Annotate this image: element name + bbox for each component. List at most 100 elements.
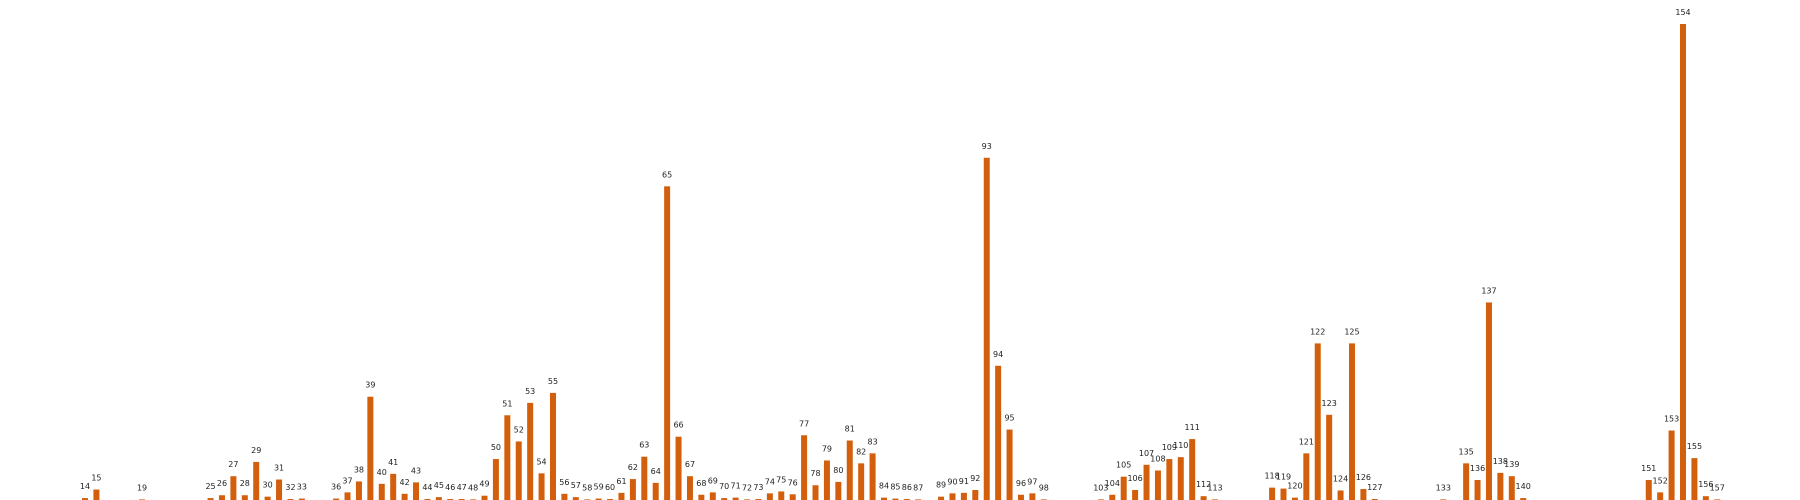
bar-64	[652, 482, 659, 500]
bar-label-108: 108	[1150, 454, 1165, 463]
bar-110	[1177, 457, 1184, 500]
bar-57	[572, 497, 579, 500]
bar-label-42: 42	[400, 478, 410, 487]
bar-97	[1029, 493, 1036, 500]
bar-label-96: 96	[1016, 479, 1026, 488]
bar-label-154: 154	[1675, 8, 1690, 17]
bar-124	[1337, 490, 1344, 500]
bar-label-135: 135	[1458, 447, 1473, 456]
bar-label-15: 15	[91, 474, 101, 483]
bar-63	[641, 456, 648, 500]
bar-label-67: 67	[685, 460, 695, 469]
bar-label-120: 120	[1287, 482, 1302, 491]
bar-label-95: 95	[1004, 414, 1014, 423]
bar-label-110: 110	[1173, 441, 1188, 450]
bar-label-156: 156	[1698, 480, 1713, 489]
bar-118	[1269, 487, 1276, 500]
bar-label-14: 14	[80, 482, 90, 491]
bar-label-56: 56	[559, 478, 569, 487]
bar-106	[1132, 490, 1139, 500]
bar-label-19: 19	[137, 483, 147, 492]
bar-label-91: 91	[959, 477, 969, 486]
bar-label-48: 48	[468, 483, 478, 492]
bar-29	[253, 461, 260, 500]
bar-104	[1109, 494, 1116, 500]
bar-137	[1485, 302, 1492, 500]
bar-label-70: 70	[719, 482, 729, 491]
bar-label-105: 105	[1116, 461, 1131, 470]
bar-label-85: 85	[890, 483, 900, 492]
bar-153	[1668, 430, 1675, 500]
bar-55	[549, 392, 556, 500]
bar-label-29: 29	[251, 446, 261, 455]
bar-69	[709, 492, 716, 500]
bar-label-43: 43	[411, 466, 421, 475]
bar-28	[241, 495, 248, 500]
bar-31	[276, 479, 283, 500]
bar-82	[858, 463, 865, 500]
bar-68	[698, 494, 705, 500]
bar-label-77: 77	[799, 419, 809, 428]
bar-label-155: 155	[1687, 442, 1702, 451]
bar-53	[527, 402, 534, 500]
bar-label-107: 107	[1139, 449, 1154, 458]
bar-81	[846, 440, 853, 500]
bar-27	[230, 476, 237, 500]
bar-67	[686, 476, 693, 500]
bar-label-44: 44	[422, 483, 432, 492]
bar-label-26: 26	[217, 479, 227, 488]
bar-45	[435, 497, 442, 500]
bar-label-33: 33	[297, 483, 307, 492]
bar-label-52: 52	[514, 425, 524, 434]
bar-96	[1017, 494, 1024, 500]
bar-50	[492, 459, 499, 500]
bar-83	[869, 453, 876, 500]
bar-43	[413, 482, 420, 500]
bar-label-64: 64	[651, 467, 661, 476]
bar-label-57: 57	[571, 481, 581, 490]
bar-label-51: 51	[502, 399, 512, 408]
bar-label-27: 27	[228, 460, 238, 469]
bar-label-69: 69	[708, 476, 718, 485]
bar-25	[207, 498, 214, 500]
bar-89	[938, 496, 945, 500]
bar-label-66: 66	[673, 421, 683, 430]
bar-123	[1326, 414, 1333, 500]
bar-51	[504, 415, 511, 500]
bar-77	[801, 435, 808, 500]
bar-49	[481, 495, 488, 500]
bar-label-65: 65	[662, 170, 672, 179]
bar-label-127: 127	[1367, 483, 1382, 492]
bar-92	[972, 490, 979, 500]
bar-label-31: 31	[274, 464, 284, 473]
bar-label-118: 118	[1264, 472, 1279, 481]
bar-38	[355, 481, 362, 500]
bar-151	[1645, 480, 1652, 500]
bar-139	[1508, 476, 1515, 500]
bar-140	[1520, 498, 1527, 500]
bar-label-152: 152	[1653, 476, 1668, 485]
bar-label-63: 63	[639, 441, 649, 450]
bar-label-47: 47	[457, 483, 467, 492]
bar-label-133: 133	[1436, 483, 1451, 492]
bar-107	[1143, 464, 1150, 500]
bar-label-49: 49	[479, 480, 489, 489]
bar-label-139: 139	[1504, 460, 1519, 469]
bar-label-60: 60	[605, 483, 615, 492]
bars-layer	[82, 24, 1721, 500]
bar-label-151: 151	[1641, 464, 1656, 473]
bar-94	[995, 365, 1002, 500]
bar-label-30: 30	[263, 481, 273, 490]
bar-label-28: 28	[240, 479, 250, 488]
bar-30	[264, 496, 271, 500]
bar-59	[595, 498, 602, 500]
bar-label-71: 71	[731, 482, 741, 491]
bar-label-25: 25	[205, 482, 215, 491]
bar-15	[93, 489, 100, 500]
bar-label-104: 104	[1105, 479, 1120, 488]
bar-136	[1474, 480, 1481, 500]
bar-119	[1280, 488, 1287, 500]
bar-label-109: 109	[1162, 443, 1177, 452]
bar-label-87: 87	[913, 483, 923, 492]
